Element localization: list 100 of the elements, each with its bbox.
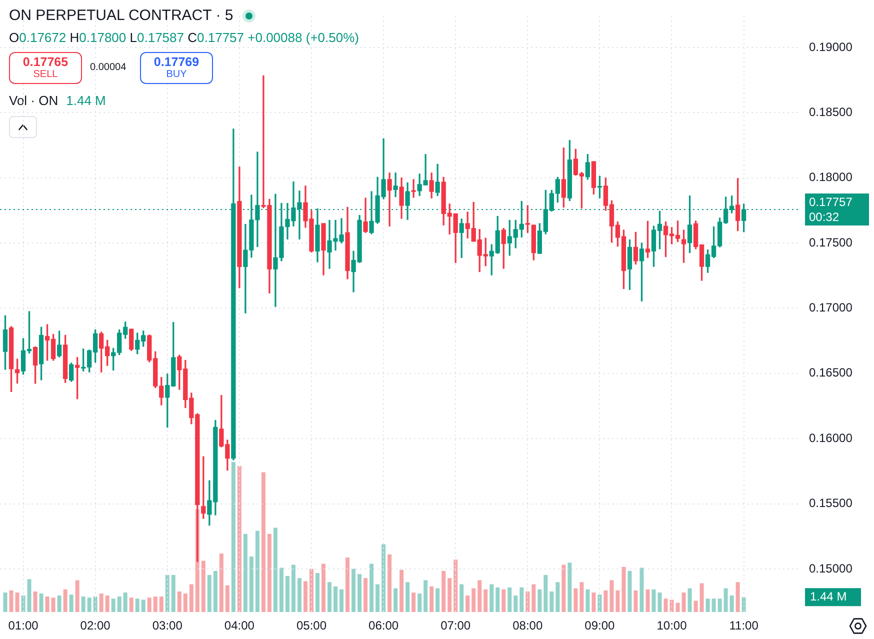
bar bbox=[562, 564, 566, 612]
y-tick-label: 0.16500 bbox=[809, 366, 853, 380]
bar bbox=[520, 587, 524, 612]
bar bbox=[3, 592, 8, 612]
bar bbox=[700, 583, 704, 612]
bar bbox=[141, 600, 146, 612]
bar bbox=[454, 560, 458, 612]
bar bbox=[532, 584, 536, 612]
bar bbox=[682, 592, 686, 612]
annotation: 0.17765 bbox=[22, 55, 70, 69]
bar bbox=[81, 596, 86, 612]
bar bbox=[550, 591, 554, 612]
x-tick-label: 02:00 bbox=[80, 618, 111, 633]
bar bbox=[472, 588, 476, 612]
bar bbox=[388, 554, 392, 612]
bar bbox=[87, 598, 92, 612]
bar bbox=[346, 558, 350, 612]
bar bbox=[616, 590, 620, 612]
bar bbox=[544, 574, 548, 612]
bar bbox=[460, 584, 464, 612]
bar bbox=[466, 596, 470, 612]
bar bbox=[610, 580, 614, 612]
annotation: 0.17769 bbox=[152, 55, 200, 69]
bar bbox=[39, 594, 44, 612]
bar bbox=[424, 580, 428, 612]
bar bbox=[340, 589, 344, 612]
bar bbox=[718, 598, 722, 612]
bar bbox=[315, 573, 320, 612]
annotation: 1.44 M bbox=[66, 93, 106, 108]
bar bbox=[502, 589, 506, 612]
bar bbox=[526, 591, 530, 612]
bar bbox=[580, 582, 584, 612]
bar bbox=[538, 589, 542, 612]
x-tick-label: 03:00 bbox=[152, 618, 183, 633]
bar bbox=[57, 596, 62, 612]
bar bbox=[376, 584, 380, 612]
x-tick-label: 11:00 bbox=[729, 618, 759, 633]
text: 1.44 M bbox=[810, 589, 847, 604]
x-tick-label: 01:00 bbox=[8, 618, 39, 633]
bar bbox=[129, 598, 134, 612]
annotation: Vol · ON bbox=[9, 93, 58, 108]
bar bbox=[171, 574, 176, 612]
bar bbox=[658, 592, 662, 612]
text: O0.17672 H0.17800 L0.17587 C0.17757 +0.00088 (+0.50%) bbox=[9, 30, 359, 45]
bar bbox=[51, 598, 56, 612]
bar bbox=[45, 596, 50, 612]
bar bbox=[706, 598, 710, 612]
y-tick-label: 0.15000 bbox=[809, 561, 853, 576]
bar bbox=[670, 600, 674, 612]
x-tick-label: 08:00 bbox=[512, 618, 543, 633]
bar bbox=[21, 596, 26, 612]
bar bbox=[159, 596, 164, 612]
bar bbox=[358, 574, 362, 612]
bar bbox=[135, 598, 140, 612]
bar bbox=[147, 598, 152, 612]
bar bbox=[99, 594, 104, 612]
bar bbox=[9, 590, 14, 612]
bar bbox=[352, 568, 356, 612]
bar bbox=[382, 544, 386, 612]
bar bbox=[394, 588, 398, 612]
y-tick-label: 0.18000 bbox=[809, 170, 853, 184]
y-tick-label: 0.17000 bbox=[809, 300, 853, 315]
bar bbox=[430, 586, 434, 612]
bar bbox=[243, 534, 248, 612]
bar bbox=[652, 589, 656, 612]
bar bbox=[496, 587, 500, 612]
x-tick-label: 10:00 bbox=[656, 618, 688, 633]
y-tick-label: 0.16000 bbox=[809, 430, 853, 445]
bar bbox=[484, 589, 488, 612]
bar bbox=[448, 578, 452, 612]
bar bbox=[406, 582, 410, 612]
bar bbox=[364, 578, 368, 612]
bar bbox=[604, 590, 608, 612]
bar bbox=[117, 596, 122, 612]
y-tick-label: 0.19000 bbox=[809, 40, 853, 54]
bar bbox=[201, 560, 206, 612]
bar bbox=[742, 597, 746, 612]
bar bbox=[586, 589, 590, 612]
y-tick-label: 0.15500 bbox=[809, 496, 853, 510]
bar bbox=[207, 574, 212, 612]
bar bbox=[273, 528, 278, 612]
bar bbox=[279, 568, 284, 612]
bar bbox=[436, 588, 440, 612]
bar bbox=[267, 534, 272, 612]
ref-line-label: 0.17757 bbox=[809, 194, 853, 209]
bar bbox=[189, 584, 194, 612]
bar bbox=[15, 592, 20, 612]
bar bbox=[63, 589, 68, 612]
bar bbox=[508, 587, 512, 612]
bar bbox=[183, 594, 188, 612]
bar bbox=[634, 590, 638, 612]
bar bbox=[628, 570, 632, 612]
bar bbox=[724, 588, 728, 612]
annotation: BUY bbox=[165, 69, 188, 81]
bar bbox=[640, 568, 644, 612]
bar bbox=[664, 598, 668, 612]
chart-title: ON PERPETUAL CONTRACT · 5 bbox=[9, 7, 234, 25]
bar bbox=[165, 574, 170, 612]
bar bbox=[27, 579, 32, 612]
annotation: 0.00004 bbox=[90, 62, 126, 74]
